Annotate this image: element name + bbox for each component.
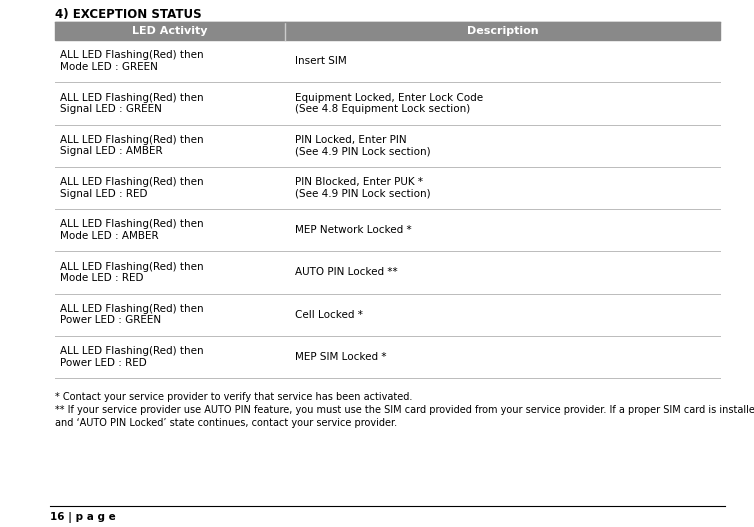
Text: ALL LED Flashing(Red) then
Signal LED : GREEN: ALL LED Flashing(Red) then Signal LED : … bbox=[60, 93, 204, 114]
Text: 16 | p a g e: 16 | p a g e bbox=[50, 512, 116, 523]
Text: and ‘AUTO PIN Locked’ state continues, contact your service provider.: and ‘AUTO PIN Locked’ state continues, c… bbox=[55, 418, 397, 428]
Text: Equipment Locked, Enter Lock Code
(See 4.8 Equipment Lock section): Equipment Locked, Enter Lock Code (See 4… bbox=[295, 93, 483, 114]
Text: ALL LED Flashing(Red) then
Mode LED : RED: ALL LED Flashing(Red) then Mode LED : RE… bbox=[60, 261, 204, 283]
Text: ALL LED Flashing(Red) then
Power LED : GREEN: ALL LED Flashing(Red) then Power LED : G… bbox=[60, 304, 204, 326]
Text: * Contact your service provider to verify that service has been activated.: * Contact your service provider to verif… bbox=[55, 392, 412, 402]
Text: MEP Network Locked *: MEP Network Locked * bbox=[295, 225, 412, 235]
Text: Description: Description bbox=[467, 26, 538, 36]
Text: ALL LED Flashing(Red) then
Mode LED : GREEN: ALL LED Flashing(Red) then Mode LED : GR… bbox=[60, 50, 204, 72]
Text: PIN Locked, Enter PIN
(See 4.9 PIN Lock section): PIN Locked, Enter PIN (See 4.9 PIN Lock … bbox=[295, 135, 431, 157]
Text: ALL LED Flashing(Red) then
Signal LED : AMBER: ALL LED Flashing(Red) then Signal LED : … bbox=[60, 135, 204, 157]
Text: ALL LED Flashing(Red) then
Mode LED : AMBER: ALL LED Flashing(Red) then Mode LED : AM… bbox=[60, 219, 204, 241]
Text: 4) EXCEPTION STATUS: 4) EXCEPTION STATUS bbox=[55, 8, 201, 21]
Text: ** If your service provider use AUTO PIN feature, you must use the SIM card prov: ** If your service provider use AUTO PIN… bbox=[55, 405, 754, 415]
Text: ALL LED Flashing(Red) then
Power LED : RED: ALL LED Flashing(Red) then Power LED : R… bbox=[60, 346, 204, 368]
Text: PIN Blocked, Enter PUK *
(See 4.9 PIN Lock section): PIN Blocked, Enter PUK * (See 4.9 PIN Lo… bbox=[295, 177, 431, 199]
Text: MEP SIM Locked *: MEP SIM Locked * bbox=[295, 352, 387, 362]
Text: Cell Locked *: Cell Locked * bbox=[295, 310, 363, 319]
Text: ALL LED Flashing(Red) then
Signal LED : RED: ALL LED Flashing(Red) then Signal LED : … bbox=[60, 177, 204, 199]
Text: Insert SIM: Insert SIM bbox=[295, 56, 347, 66]
Text: AUTO PIN Locked **: AUTO PIN Locked ** bbox=[295, 267, 397, 277]
Bar bbox=[55, 22, 720, 40]
Text: LED Activity: LED Activity bbox=[132, 26, 208, 36]
